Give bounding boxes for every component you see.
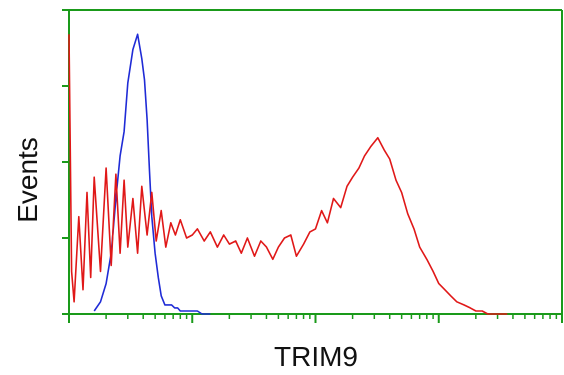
x-axis-ticks (68, 314, 563, 323)
y-axis-label: Events (12, 137, 43, 223)
data-series-layer (68, 33, 508, 315)
series-line-blue (93, 33, 211, 315)
series-line-red (68, 34, 508, 315)
x-axis-label: TRIM9 (274, 341, 358, 372)
